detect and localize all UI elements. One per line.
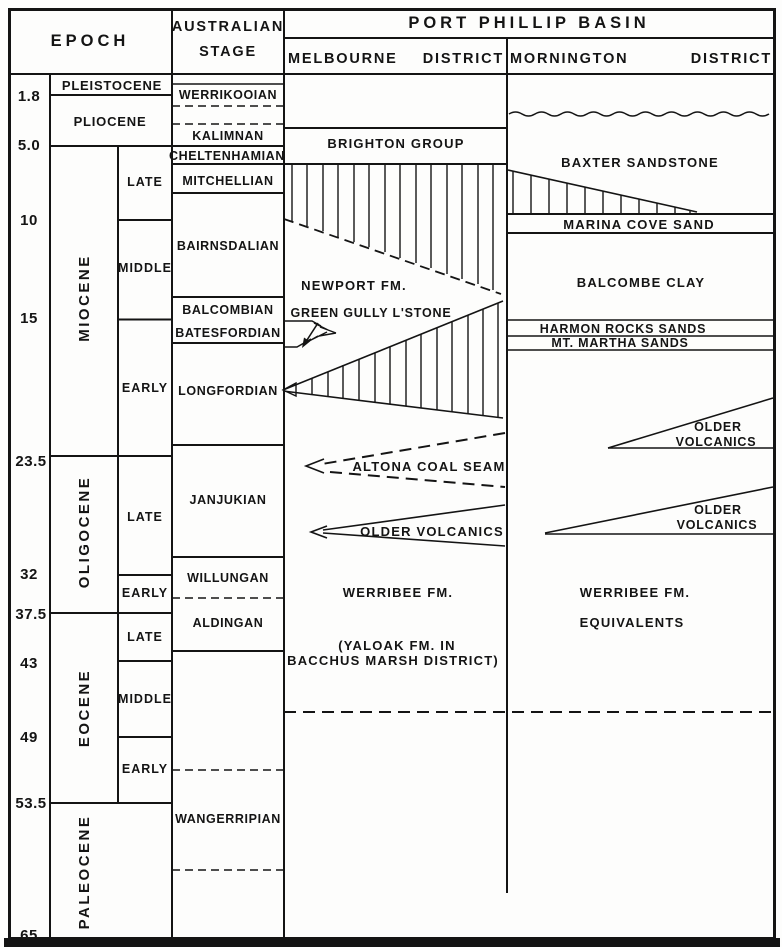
- stage-wangerripian: WANGERRIPIAN: [175, 812, 281, 826]
- time-mark-5-0: 5.0: [18, 137, 40, 154]
- time-mark-43: 43: [20, 655, 38, 672]
- subepoch-miocene-early: EARLY: [122, 381, 168, 395]
- unit-mt-martha-sands: MT. MARTHA SANDS: [551, 336, 688, 350]
- unit-mornington-older-volcanics-lower-line2: VOLCANICS: [677, 518, 758, 532]
- newport-top-dashed-boundary: [283, 218, 502, 295]
- subepoch-eocene-early: EARLY: [122, 762, 168, 776]
- stage-kalimnan: KALIMNAN: [192, 129, 263, 143]
- stage-longfordian: LONGFORDIAN: [178, 384, 278, 398]
- green-gully-upper-zigzag: [284, 320, 337, 334]
- time-mark-49: 49: [20, 729, 38, 746]
- unit-werribee-fm-equivalents-line1: WERRIBEE FM.: [580, 585, 690, 600]
- baxter-hiatus-hatch: [507, 169, 698, 213]
- melbourne-lower-hiatus-hatch: [281, 300, 504, 419]
- bottom-border-bar: [4, 938, 780, 947]
- stage-aldingan: ALDINGAN: [193, 616, 264, 630]
- unit-mornington-older-volcanics-upper-line2: VOLCANICS: [676, 435, 757, 449]
- wedge-tip-arrow-icon: [281, 381, 297, 398]
- subepoch-miocene-late: LATE: [127, 175, 163, 189]
- basin-title: PORT PHILLIP BASIN: [408, 14, 649, 32]
- time-mark-10: 10: [20, 212, 38, 229]
- time-mark-23-5: 23.5: [15, 453, 46, 470]
- epoch-pleistocene: PLEISTOCENE: [62, 78, 162, 93]
- epoch-header: EPOCH: [51, 32, 130, 50]
- subepoch-eocene-middle: MIDDLE: [118, 692, 172, 706]
- unit-werribee-fm-equivalents-line2: EQUIVALENTS: [580, 615, 685, 630]
- subepoch-oligocene-late: LATE: [127, 510, 163, 524]
- unit-brighton-group: BRIGHTON GROUP: [327, 136, 464, 151]
- unit-harmon-rocks-sands: HARMON ROCKS SANDS: [540, 322, 707, 336]
- time-mark-15: 15: [20, 310, 38, 327]
- mornington-column: BAXTER SANDSTONE MARINA COVE SAND BALCOM…: [507, 111, 774, 630]
- wavy-unconformity-line: [508, 111, 770, 117]
- stage-bairnsdalian: BAIRNSDALIAN: [177, 239, 279, 253]
- time-mark-32: 32: [20, 566, 38, 583]
- melbourne-upper-hiatus-hatch: [283, 165, 502, 295]
- unit-melbourne-older-volcanics: OLDER VOLCANICS: [360, 524, 504, 539]
- stage-column: WERRIKOOIAN KALIMNAN CHELTENHAMIAN MITCH…: [169, 83, 507, 871]
- epoch-oligocene: OLIGOCENE: [76, 476, 93, 589]
- epoch-miocene: MIOCENE: [76, 254, 93, 342]
- mornington-older-volcanics-upper-wedge: OLDER VOLCANICS: [607, 397, 774, 449]
- green-gully-limestone: GREEN GULLY L'STONE: [284, 306, 451, 348]
- melbourne-older-volcanics-wedge: OLDER VOLCANICS: [308, 504, 506, 547]
- time-scale: 1.8 5.0 10 15 23.5 32 37.5 43 49 53.5 65: [15, 88, 46, 944]
- green-gully-lower-zigzag: [284, 331, 337, 348]
- stage-werrikooian: WERRIKOOIAN: [179, 88, 277, 102]
- unit-yaloak-line1: (YALOAK FM. IN: [338, 638, 455, 653]
- epoch-eocene: EOCENE: [76, 669, 93, 747]
- mornington-older-volcanics-lower-wedge: OLDER VOLCANICS: [544, 486, 774, 535]
- stage-balcombian: BALCOMBIAN: [182, 303, 273, 317]
- green-gully-pointer-arrow: [306, 322, 319, 341]
- unit-mornington-older-volcanics-upper-line1: OLDER: [694, 420, 742, 434]
- unit-baxter-sandstone: BAXTER SANDSTONE: [561, 155, 719, 170]
- melbourne-district-header: DISTRICT: [423, 51, 504, 67]
- mornington-header: MORNINGTON: [510, 51, 628, 67]
- australian-stage-header-line1: AUSTRALIAN: [172, 19, 284, 35]
- unit-yaloak-line2: BACCHUS MARSH DISTRICT): [287, 653, 499, 668]
- epoch-column: PLEISTOCENE PLIOCENE MIOCENE OLIGOCENE E…: [50, 78, 284, 929]
- wedge-tip-arrow-icon: [308, 525, 328, 539]
- australian-stage-header-line2: STAGE: [199, 44, 257, 60]
- header: EPOCH AUSTRALIAN STAGE PORT PHILLIP BASI…: [51, 14, 772, 67]
- subepoch-eocene-late: LATE: [127, 630, 163, 644]
- unit-mornington-older-volcanics-lower-line1: OLDER: [694, 503, 742, 517]
- stage-willungan: WILLUNGAN: [187, 571, 269, 585]
- subepoch-oligocene-early: EARLY: [122, 586, 168, 600]
- stage-mitchellian: MITCHELLIAN: [182, 174, 273, 188]
- stage-cheltenhamian: CHELTENHAMIAN: [169, 149, 285, 163]
- unit-werribee-fm-melbourne: WERRIBEE FM.: [343, 585, 453, 600]
- stage-batesfordian: BATESFORDIAN: [175, 326, 281, 340]
- time-mark-65: 65: [20, 927, 38, 944]
- time-mark-1-8: 1.8: [18, 88, 40, 105]
- melbourne-header: MELBOURNE: [288, 51, 398, 67]
- epoch-pliocene: PLIOCENE: [74, 114, 147, 129]
- subepoch-miocene-middle: MIDDLE: [118, 261, 172, 275]
- melbourne-column: BRIGHTON GROUP NEWPORT FM. GREEN GULLY L…: [281, 127, 507, 668]
- epoch-paleocene: PALEOCENE: [76, 815, 93, 930]
- altona-coal-seam-wedge: ALTONA COAL SEAM: [303, 432, 506, 488]
- mornington-district-header: DISTRICT: [691, 51, 772, 67]
- unit-balcombe-clay: BALCOMBE CLAY: [577, 275, 706, 290]
- stage-janjukian: JANJUKIAN: [190, 493, 267, 507]
- unit-green-gully-lstone: GREEN GULLY L'STONE: [290, 306, 451, 320]
- chart-frame: [4, 8, 780, 947]
- time-mark-37-5: 37.5: [15, 606, 46, 623]
- wedge-tip-arrow-icon: [303, 458, 325, 474]
- unit-newport-fm: NEWPORT FM.: [301, 278, 407, 293]
- unit-marina-cove-sand: MARINA COVE SAND: [563, 217, 715, 232]
- time-mark-53-5: 53.5: [15, 795, 46, 812]
- unit-altona-coal-seam: ALTONA COAL SEAM: [352, 459, 505, 474]
- green-gully-arrowhead: [302, 337, 310, 348]
